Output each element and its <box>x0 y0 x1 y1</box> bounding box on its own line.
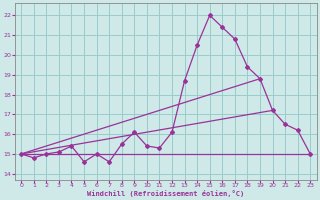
X-axis label: Windchill (Refroidissement éolien,°C): Windchill (Refroidissement éolien,°C) <box>87 190 244 197</box>
